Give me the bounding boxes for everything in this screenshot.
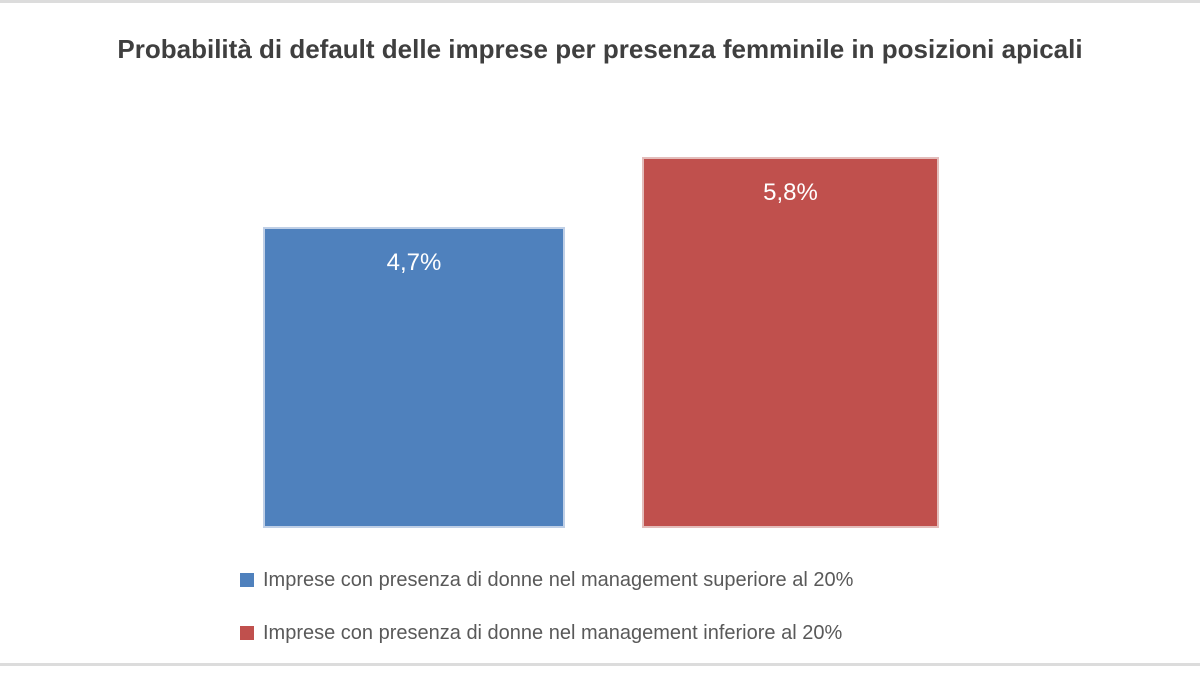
legend-item-superiore: Imprese con presenza di donne nel manage…: [240, 566, 853, 594]
chart-title: Probabilità di default delle imprese per…: [117, 34, 1083, 64]
bar-value-label: 4,7%: [386, 249, 442, 276]
top-border-line: [0, 0, 1200, 3]
legend-swatch-blue-icon: [240, 573, 254, 587]
legend-swatch-red-icon: [240, 626, 254, 640]
legend-label: Imprese con presenza di donne nel manage…: [263, 568, 854, 591]
bar-management-inferiore: 5,8%: [642, 157, 939, 528]
bar-management-superiore: 4,7%: [263, 227, 565, 528]
bar-value-label: 5,8%: [763, 179, 818, 206]
legend-item-inferiore: Imprese con presenza di donne nel manage…: [240, 619, 853, 647]
bottom-border-line: [0, 663, 1200, 666]
legend-label: Imprese con presenza di donne nel manage…: [263, 621, 843, 644]
legend: Imprese con presenza di donne nel manage…: [240, 566, 853, 672]
